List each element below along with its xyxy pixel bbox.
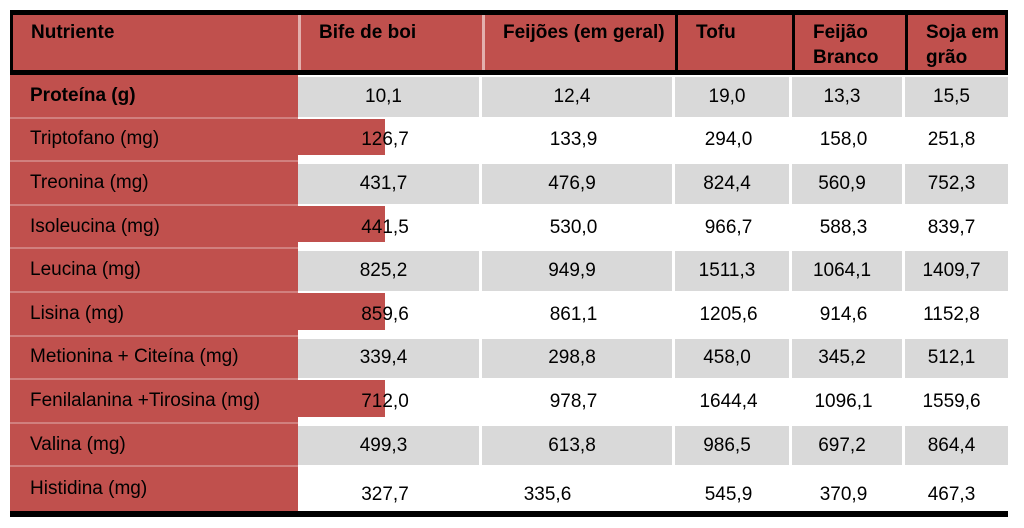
value-cell: 370,9 (819, 483, 868, 505)
value-cell: 458,0 (675, 336, 792, 381)
value-cell: 298,8 (482, 336, 675, 381)
row-label: Lisina (mg) (10, 292, 298, 337)
value-cell: 12,4 (482, 75, 675, 119)
value-cell: 861,1 (549, 303, 598, 325)
column-header-soja-em-gr-o: Soja em grão (905, 15, 1005, 70)
column-header-nutriente: Nutriente (31, 22, 115, 43)
column-header-tofu: Tofu (675, 15, 792, 70)
value-cell: 613,8 (482, 423, 675, 468)
value-cell: 1064,1 (792, 249, 905, 293)
value-cell: 978,7 (549, 390, 598, 412)
value-cell: 512,1 (905, 336, 1008, 381)
value-cell: 560,9 (792, 162, 905, 206)
value-cell: 499,3 (298, 423, 482, 468)
value-cell: 949,9 (482, 249, 675, 293)
value-cell: 13,3 (792, 75, 905, 119)
nutrient-comparison-table: Nutriente Bife de boi Feijões (em geral) To… (10, 10, 1008, 517)
red-bar (298, 118, 385, 156)
column-header-bife-de-boi: Bife de boi (298, 15, 482, 70)
value-cell: 133,9 (549, 129, 598, 151)
table-row-valina-mg: Valina (mg) 499,3 613,8 986,5 697,2 864,4 (10, 423, 1008, 468)
value-cell: 251,8 (927, 129, 976, 151)
value-cell: 1644,4 (699, 390, 758, 412)
value-cell: 712,0 (361, 390, 409, 412)
row-label: Treonina (mg) (10, 162, 298, 206)
value-cell: 1152,8 (923, 303, 980, 325)
value-cell: 986,5 (675, 423, 792, 468)
value-cell: 1096,1 (814, 390, 873, 412)
row-label: Leucina (mg) (10, 249, 298, 293)
value-cell: 431,7 (298, 162, 482, 206)
red-bar (298, 292, 385, 330)
row-label: Histidina (mg) (10, 467, 298, 511)
red-bar (298, 205, 385, 243)
value-cell: 467,3 (927, 483, 976, 505)
column-header-feij-es-em-geral: Feijões (em geral) (482, 15, 675, 70)
value-cell: 530,0 (549, 216, 598, 238)
row-label: Valina (mg) (10, 423, 298, 468)
value-cell: 476,9 (482, 162, 675, 206)
value-cell: 545,9 (704, 483, 753, 505)
value-cell: 339,4 (298, 336, 482, 381)
table-row-metionina-cite-na-mg: Metionina + Citeína (mg) 339,4 298,8 458,0 3… (10, 336, 1008, 381)
table-body: Proteína (g) 10,1 12,4 19,0 13,3 15,5 Triptofa… (10, 75, 1008, 517)
value-cell: 588,3 (819, 216, 868, 238)
table-row-lisina-mg: Lisina (mg) 859,6 861,1 1205,6 914,6 1152,8 (10, 292, 1008, 337)
value-cell: 19,0 (675, 75, 792, 119)
value-cell: 1511,3 (675, 249, 792, 293)
row-label: Isoleucina (mg) (10, 205, 298, 250)
value-cell: 441,5 (361, 216, 409, 238)
value-cell: 335,6 (523, 483, 572, 505)
value-cell: 126,7 (361, 129, 409, 151)
value-cell: 697,2 (792, 423, 905, 468)
row-label: Proteína (g) (10, 75, 298, 119)
value-cell: 327,7 (361, 483, 409, 505)
value-cell: 15,5 (905, 75, 1008, 119)
value-cell: 345,2 (792, 336, 905, 381)
value-cell: 158,0 (819, 129, 868, 151)
value-cell: 294,0 (704, 129, 753, 151)
table-row-fenilalanina-tirosina-mg: Fenilalanina +Tirosina (mg) 712,0 978,7 164… (10, 380, 1008, 424)
value-cell: 1205,6 (699, 303, 758, 325)
value-cell: 1559,6 (922, 390, 981, 412)
value-cell: 859,6 (361, 303, 409, 325)
table-header-row: Nutriente Bife de boi Feijões (em geral) To… (10, 10, 1008, 75)
value-cell: 966,7 (704, 216, 753, 238)
value-cell: 824,4 (675, 162, 792, 206)
row-label: Metionina + Citeína (mg) (10, 336, 298, 381)
table-row-leucina-mg: Leucina (mg) 825,2 949,9 1511,3 1064,1 1409,7 (10, 249, 1008, 293)
value-cell: 914,6 (819, 303, 868, 325)
table-row-isoleucina-mg: Isoleucina (mg) 441,5 530,0 966,7 588,3 839,7 (10, 205, 1008, 250)
table-row-histidina-mg: Histidina (mg) 327,7 335,6 545,9 370,9 467,3 (10, 467, 1008, 511)
red-bar (298, 380, 385, 417)
value-cell: 839,7 (927, 216, 976, 238)
value-cell: 825,2 (298, 249, 482, 293)
row-label: Triptofano (mg) (10, 118, 298, 163)
value-cell: 1409,7 (905, 249, 1008, 293)
value-cell: 752,3 (905, 162, 1008, 206)
column-header-feij-o-branco: Feijão Branco (792, 15, 905, 70)
value-cell: 864,4 (905, 423, 1008, 468)
row-label: Fenilalanina +Tirosina (mg) (10, 380, 298, 424)
value-cell: 10,1 (298, 75, 482, 119)
table-row-prote-na-g: Proteína (g) 10,1 12,4 19,0 13,3 15,5 (10, 75, 1008, 119)
table-row-triptofano-mg: Triptofano (mg) 126,7 133,9 294,0 158,0 251,8 (10, 118, 1008, 163)
table-row-treonina-mg: Treonina (mg) 431,7 476,9 824,4 560,9 752,3 (10, 162, 1008, 206)
